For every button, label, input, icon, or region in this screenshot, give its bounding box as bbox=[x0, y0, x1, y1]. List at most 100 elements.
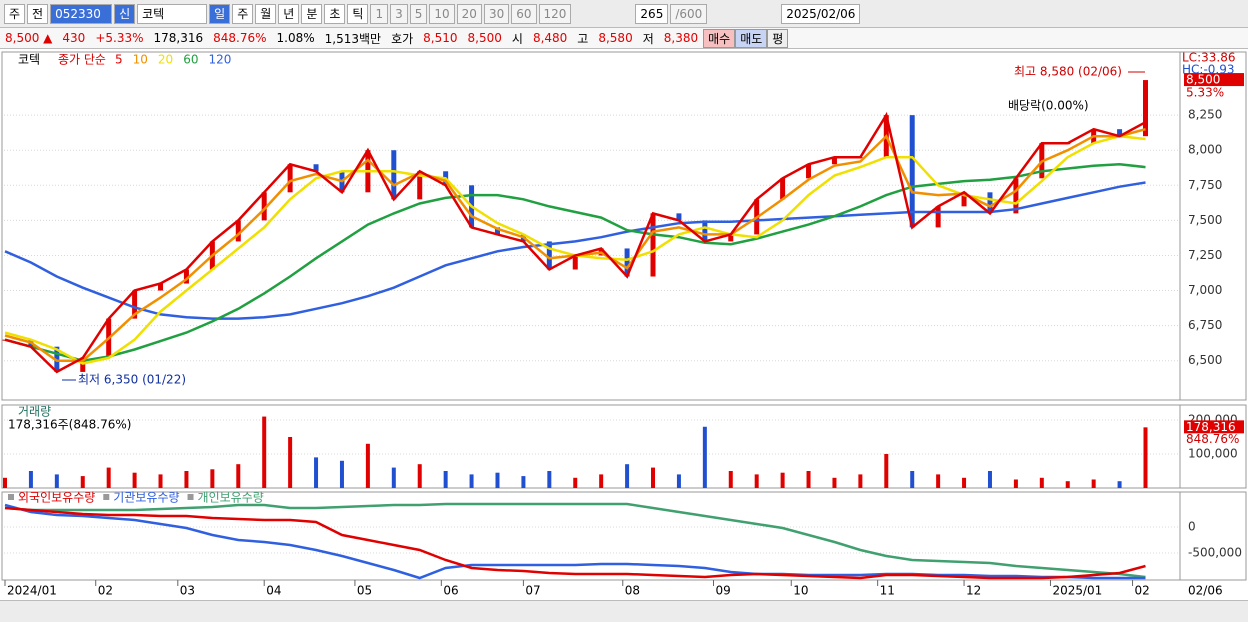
quote-item: 고 bbox=[577, 31, 589, 46]
series-line bbox=[4, 503, 1146, 580]
candle bbox=[572, 255, 578, 270]
quote-item[interactable]: 매수 bbox=[703, 28, 736, 48]
date-input[interactable]: 2025/02/06 bbox=[781, 3, 861, 24]
volume-bar bbox=[910, 470, 915, 488]
quote-item: 1.08% bbox=[276, 31, 315, 45]
x-tick-label: 02 bbox=[98, 584, 113, 598]
quote-item: 8,380 bbox=[663, 31, 699, 45]
series-line bbox=[4, 502, 1146, 579]
panel-frame bbox=[1, 51, 1247, 401]
scrollbar[interactable] bbox=[0, 600, 1248, 622]
volume-bar bbox=[28, 470, 33, 488]
series-line bbox=[4, 181, 1146, 320]
y-tick-label: 0 bbox=[1188, 520, 1196, 534]
candle bbox=[80, 357, 86, 372]
period-button[interactable]: 월 bbox=[255, 3, 277, 24]
lc-label: LC:33.86 bbox=[1182, 51, 1235, 65]
quote-item[interactable]: 매도 bbox=[735, 28, 768, 48]
period-button[interactable]: 주 bbox=[232, 3, 254, 24]
quote-item: 430 bbox=[62, 31, 86, 45]
interval-button[interactable]: 20 bbox=[456, 3, 482, 24]
quote-item: 8,500 ▲ bbox=[5, 31, 53, 45]
panel-frame bbox=[1, 404, 1247, 489]
y-tick-label: 6,750 bbox=[1188, 318, 1222, 332]
candle bbox=[806, 164, 812, 179]
count-input[interactable]: 265 bbox=[635, 3, 669, 24]
candle bbox=[391, 150, 397, 200]
quote-item: 8,510 bbox=[423, 31, 458, 45]
period-button[interactable]: 초 bbox=[324, 3, 346, 24]
count-max: /600 bbox=[670, 3, 708, 24]
series-line bbox=[4, 134, 1146, 365]
period-button[interactable]: 일 bbox=[209, 3, 231, 24]
interval-button[interactable]: 120 bbox=[538, 3, 572, 24]
interval-button[interactable]: 30 bbox=[483, 3, 510, 24]
last-price-label: 8,500 bbox=[1186, 73, 1220, 87]
volume-bar bbox=[676, 474, 681, 488]
x-tick-label: 11 bbox=[880, 584, 895, 598]
candle bbox=[158, 283, 164, 291]
legend-entry: 외국인보유수량 bbox=[18, 491, 95, 505]
volume-bar bbox=[158, 474, 163, 488]
annotation-dividend: 배당락(0.00%) bbox=[1008, 99, 1089, 113]
volume-bar bbox=[314, 457, 319, 488]
period-button[interactable]: 분 bbox=[301, 3, 323, 24]
candle bbox=[831, 157, 837, 165]
interval-button[interactable]: 3 bbox=[390, 3, 408, 24]
hc-label: HC:-0.93 bbox=[1182, 63, 1235, 77]
volume-bar bbox=[521, 476, 526, 488]
volume-bar bbox=[625, 464, 630, 488]
candle bbox=[650, 213, 656, 277]
y-tick-label: 100,000 bbox=[1188, 446, 1238, 460]
volume-bar bbox=[54, 474, 59, 488]
candle bbox=[183, 269, 189, 284]
panel-frame bbox=[1, 491, 1247, 581]
volume-bar bbox=[1065, 481, 1070, 488]
prev-button[interactable]: 전 bbox=[27, 3, 49, 24]
x-tick-label: 05 bbox=[357, 584, 372, 598]
last-volume-label: 178,316 bbox=[1186, 420, 1236, 434]
volume-bar bbox=[1091, 479, 1096, 488]
period-button[interactable]: 틱 bbox=[347, 3, 369, 24]
name-input[interactable]: 코텍 bbox=[137, 3, 208, 24]
y-tick-label: 7,250 bbox=[1188, 248, 1222, 262]
candle bbox=[261, 192, 267, 221]
y-tick-label: 7,500 bbox=[1188, 213, 1222, 227]
volume-bar bbox=[780, 472, 785, 488]
interval-button[interactable]: 60 bbox=[511, 3, 537, 24]
volume-bar bbox=[599, 474, 604, 488]
period-button[interactable]: 년 bbox=[278, 3, 300, 24]
x-tick-label: 06 bbox=[443, 584, 458, 598]
interval-button[interactable]: 1 bbox=[370, 3, 389, 24]
volume-bar bbox=[547, 470, 552, 488]
x-tick-label: 07 bbox=[525, 584, 540, 598]
quote-item: 8,500 bbox=[467, 31, 502, 45]
volume-bar bbox=[417, 464, 422, 488]
volume-bar bbox=[987, 470, 992, 488]
volume-bar bbox=[832, 477, 837, 488]
interval-button[interactable]: 5 bbox=[409, 3, 428, 24]
y-tick-label: 6,500 bbox=[1188, 353, 1222, 367]
candle bbox=[494, 227, 500, 235]
quote-item: 8,580 bbox=[598, 31, 633, 45]
annotation-low: 최저 6,350 (01/22) bbox=[78, 373, 186, 387]
market-select[interactable]: 주 bbox=[4, 3, 26, 24]
volume-bar bbox=[702, 426, 707, 488]
volume-bar bbox=[184, 470, 189, 488]
x-tick-label: 02 bbox=[1135, 584, 1150, 598]
y-tick-label: 7,750 bbox=[1188, 178, 1222, 192]
panel-label: 코텍 bbox=[18, 53, 40, 67]
volume-bar bbox=[80, 476, 85, 488]
candle bbox=[780, 178, 786, 200]
legend-entry: 60 bbox=[183, 53, 198, 67]
code-input[interactable]: 052330 bbox=[50, 3, 113, 24]
x-tick-label: 03 bbox=[180, 584, 195, 598]
last-change-label: 5.33% bbox=[1186, 86, 1224, 100]
x-tick-label: 09 bbox=[715, 584, 730, 598]
quote-item: 호가 bbox=[391, 31, 414, 46]
interval-button[interactable]: 10 bbox=[429, 3, 455, 24]
x-tick-label: 2024/01 bbox=[7, 584, 57, 598]
candle bbox=[728, 234, 734, 242]
quote-item[interactable]: 평 bbox=[767, 28, 789, 48]
